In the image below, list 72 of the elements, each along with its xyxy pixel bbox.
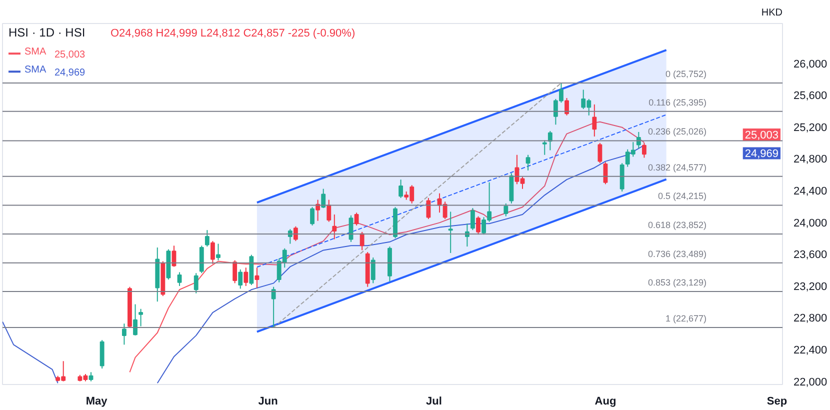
candlestick xyxy=(204,230,210,248)
candlestick xyxy=(370,257,376,284)
candlestick xyxy=(238,268,243,290)
candlestick xyxy=(210,240,215,264)
chart-subtitle: O24,968 H24,999 L24,812 C24,857 -225 (-0.90%) xyxy=(110,28,356,40)
x-tick-label: Jul xyxy=(426,396,442,408)
x-tick-label: May xyxy=(86,396,108,408)
y-tick-label: 26,000 xyxy=(794,58,828,70)
chart-title: HSI · 1D · HSI xyxy=(8,26,86,40)
candlestick xyxy=(504,202,508,217)
candlestick xyxy=(360,231,364,251)
y-tick-label: 23,200 xyxy=(794,280,828,293)
candlestick xyxy=(138,308,144,327)
text: 24,969 xyxy=(54,68,86,78)
ref-line-label: 1 (22,677) xyxy=(665,313,707,324)
candlestick xyxy=(426,197,431,220)
candlestick xyxy=(598,142,602,164)
ref-line-label: 0 (25,752) xyxy=(665,68,707,79)
candlestick xyxy=(476,216,480,236)
candlestick xyxy=(636,131,641,149)
candlestick xyxy=(122,323,126,346)
legend-label: SMA xyxy=(24,46,46,58)
candlestick xyxy=(254,267,260,288)
candlestick xyxy=(88,372,94,382)
y-tick-label: 24,400 xyxy=(794,185,828,198)
candlestick xyxy=(321,188,326,209)
candlestick xyxy=(398,179,404,198)
ref-line-label: 0.5 (24,215) xyxy=(658,191,707,202)
candlestick xyxy=(642,142,646,158)
candlestick xyxy=(232,260,238,284)
y-tick-label: 22,000 xyxy=(794,376,828,388)
ref-line-label: 0.236 (25,026) xyxy=(648,126,707,137)
candlestick xyxy=(194,272,198,294)
candlestick xyxy=(470,208,475,231)
annotation: 24,969 xyxy=(744,148,779,160)
x-tick-label: Aug xyxy=(594,396,616,408)
annotation: 25,003 xyxy=(744,130,779,142)
candlestick xyxy=(354,212,359,226)
candlestick xyxy=(332,214,337,240)
candlestick xyxy=(326,199,332,222)
candlestick xyxy=(177,272,182,286)
candlestick xyxy=(592,104,597,137)
candlestick xyxy=(526,154,530,171)
ref-line-label: 0.853 (23,129) xyxy=(648,278,707,288)
y-tick-label: 22,800 xyxy=(794,312,828,325)
candlestick xyxy=(293,226,298,242)
candlestick xyxy=(244,267,248,286)
candlestick xyxy=(271,286,276,328)
ref-line-label: 0.736 (23,489) xyxy=(648,248,707,259)
y-tick-label: 23,600 xyxy=(794,249,828,262)
candlestick xyxy=(542,140,547,156)
candlestick xyxy=(448,211,453,254)
ref-line-label: 0.382 (24,577) xyxy=(648,162,707,172)
candlestick xyxy=(216,243,220,261)
candlestick xyxy=(199,245,204,274)
legend-label: SMA xyxy=(24,64,46,76)
ref-line-label: 0.116 (25,395) xyxy=(648,97,707,108)
y-axis-title: HKD xyxy=(761,8,783,18)
ref-line-label: 0.618 (23,852) xyxy=(648,220,707,230)
x-tick-label: Jun xyxy=(258,396,278,408)
x-tick-label: Sep xyxy=(766,396,788,408)
candlestick xyxy=(133,304,138,336)
y-tick-label: 24,800 xyxy=(794,154,828,166)
candlestick xyxy=(100,340,104,370)
y-tick-label: 25,200 xyxy=(794,122,828,134)
y-tick-label: 22,400 xyxy=(794,344,828,357)
candlestick xyxy=(564,98,569,116)
text: 25,003 xyxy=(54,50,86,60)
y-tick-label: 24,000 xyxy=(794,217,828,230)
y-tick-label: 25,600 xyxy=(794,90,828,102)
candlestick xyxy=(620,162,624,192)
candlestick xyxy=(310,206,314,226)
